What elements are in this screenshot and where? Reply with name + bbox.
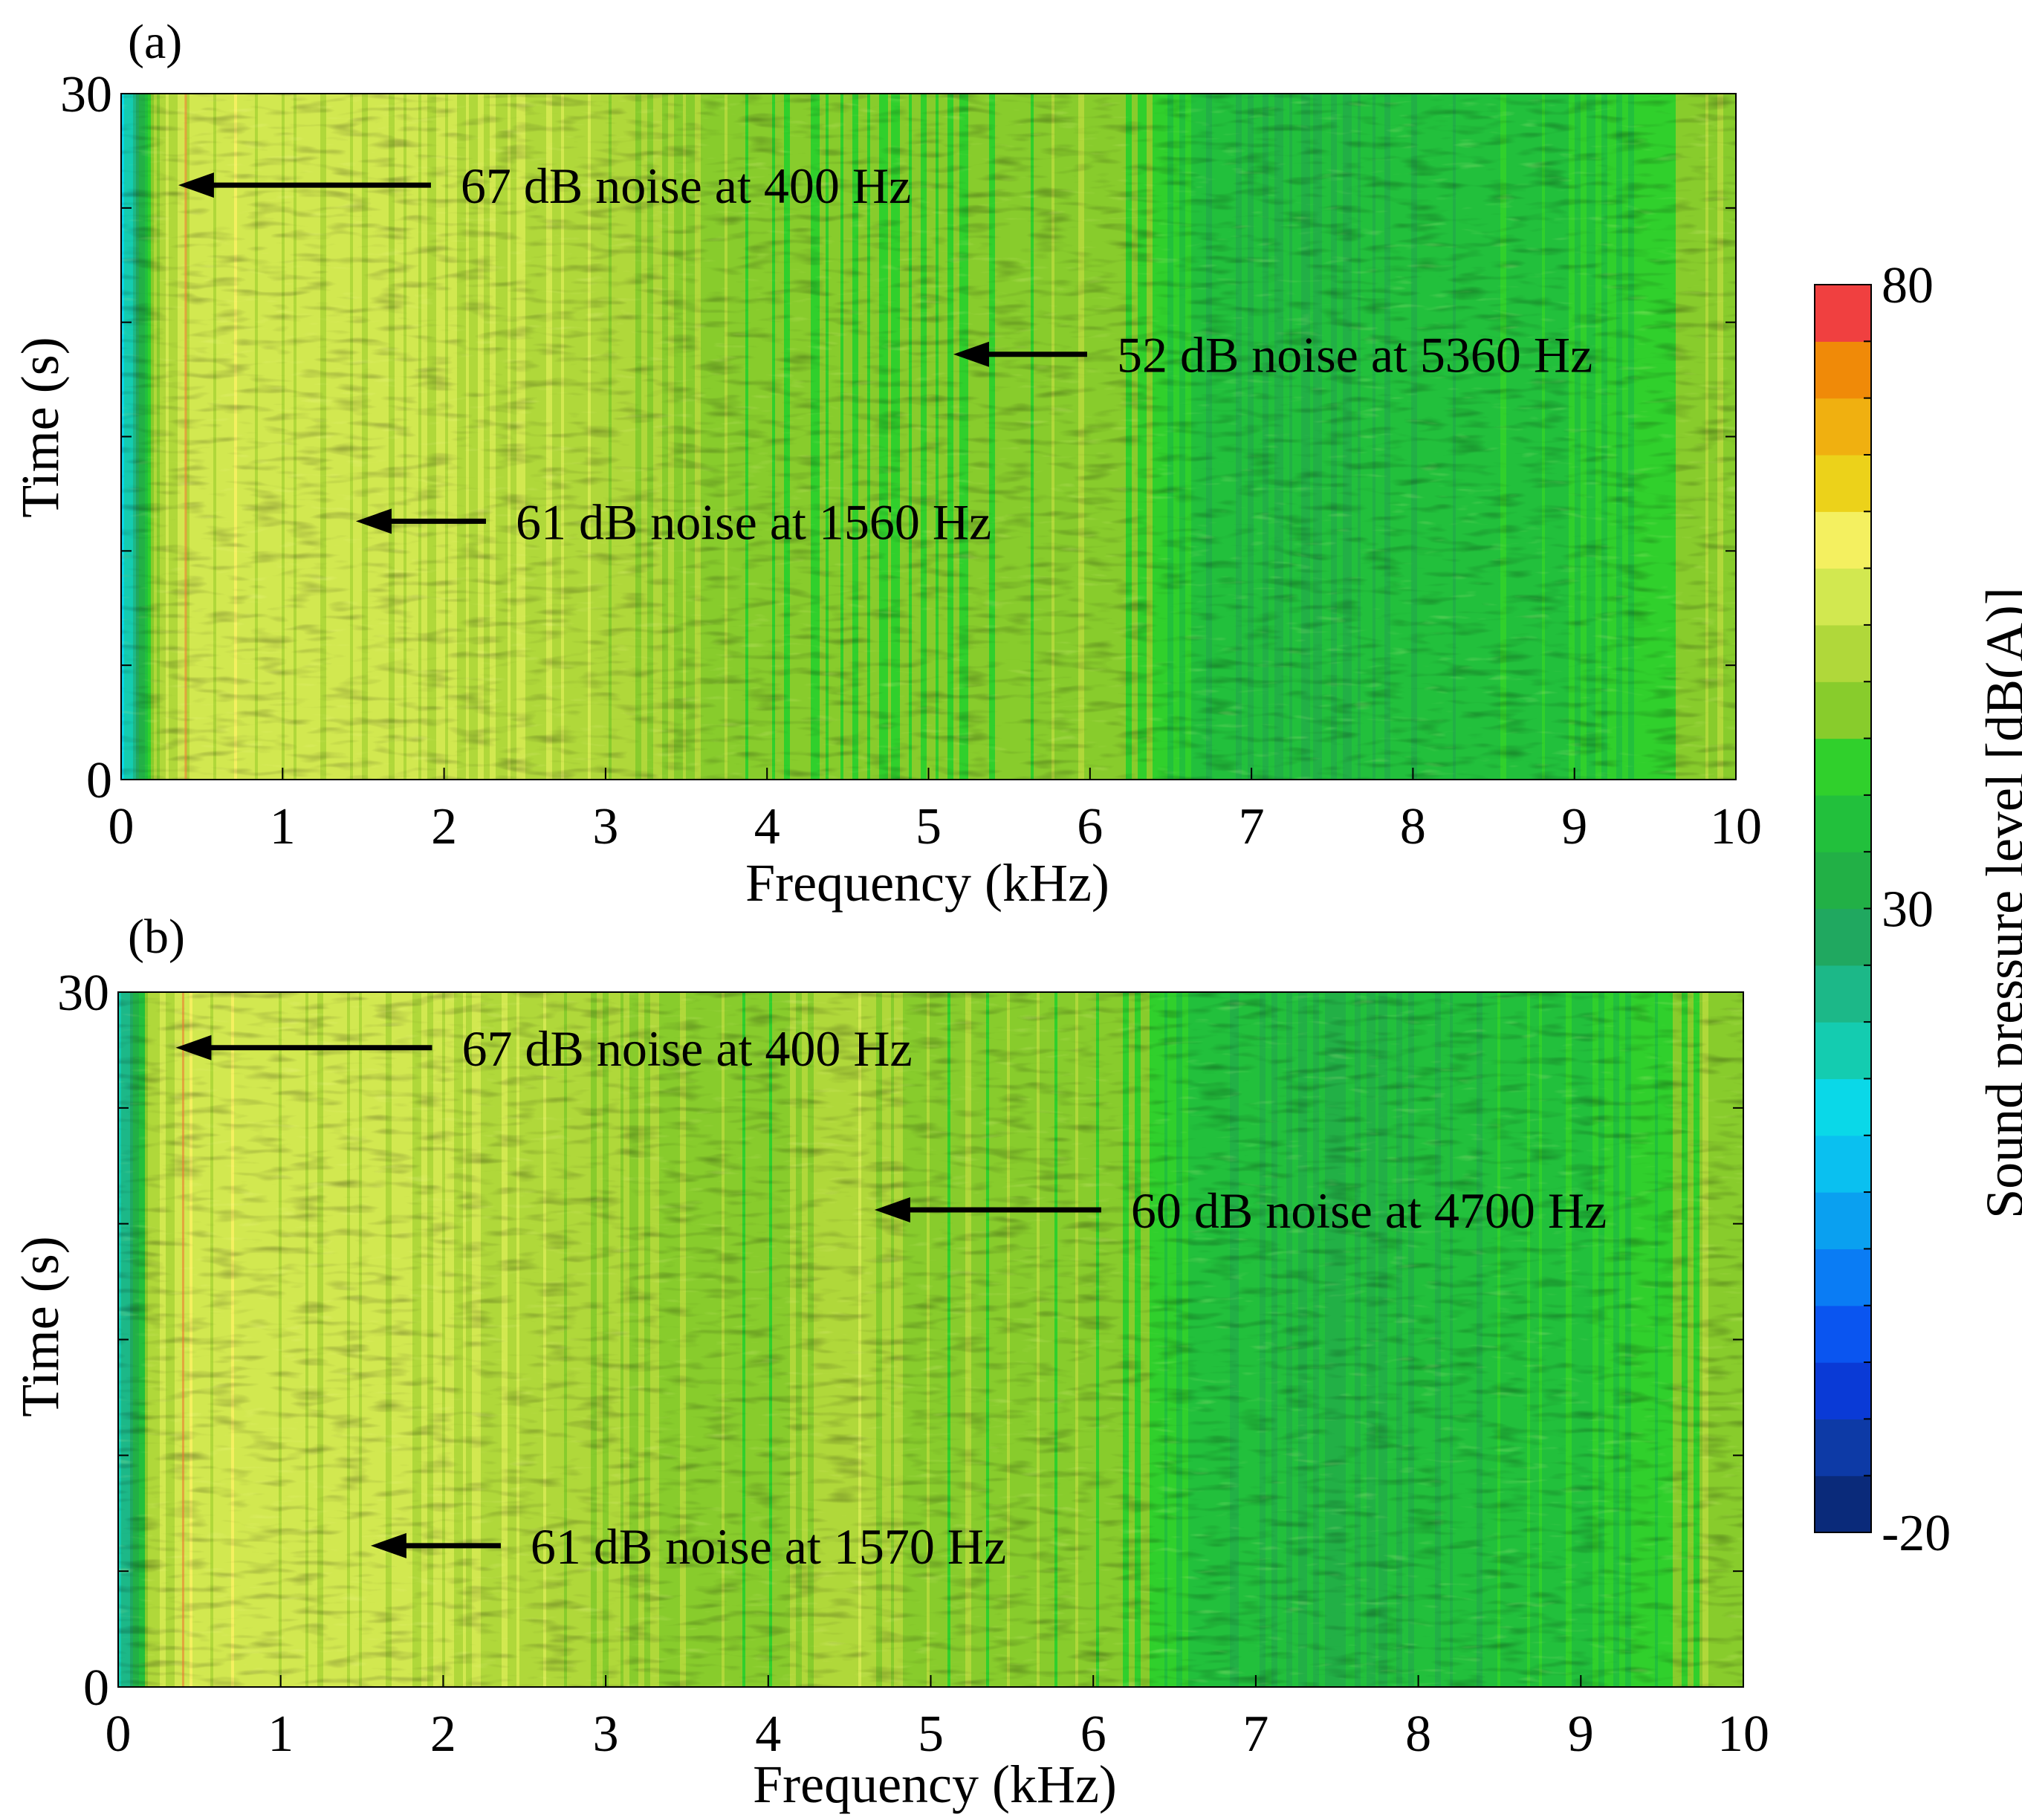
x-tick-label: 6 [1080,1706,1106,1763]
x-tick-label: 0 [106,1706,132,1763]
annotation-arrowhead [874,1196,910,1222]
y-ticks-a: 0 30 [60,66,1736,809]
colorbar-tick-label: -20 [1882,1505,1951,1562]
x-tick-label: 4 [754,798,780,855]
colorbar-swatch [1815,398,1871,456]
colorbar-swatch [1815,511,1871,569]
colorbar-ticks: 80 30 -20 [1864,257,1951,1562]
colorbar-tick-label: 30 [1882,881,1934,939]
colorbar-swatch [1815,1305,1871,1363]
panel-b: (b) 0 30 0 1 2 3 4 5 6 7 8 9 10 Frequency (kHz) Tim… [10,910,1769,1814]
annotations-a: 67 dB noise at 400 Hz 52 dB noise at 5360… [178,158,1592,550]
x-ticks-a: 0 1 2 3 4 5 6 7 8 9 10 [108,768,1762,855]
x-tick-label: 7 [1242,1706,1268,1763]
x-tick-label: 8 [1400,798,1426,855]
y-tick-label: 0 [86,752,112,809]
y-tick-label: 0 [83,1659,109,1717]
y-tick-label: 30 [57,965,109,1022]
annotation-text: 60 dB noise at 4700 Hz [1131,1182,1607,1239]
colorbar-swatch [1815,908,1871,966]
colorbar-swatch [1815,1362,1871,1419]
x-tick-label: 4 [755,1706,781,1763]
colorbar-swatch [1815,852,1871,910]
annotation-arrowhead [175,1034,212,1060]
colorbar-tick-label: 80 [1882,257,1934,314]
colorbar-swatch [1815,568,1871,626]
x-axis-label-b: Frequency (kHz) [753,1755,1117,1814]
colorbar-swatch [1815,454,1871,512]
x-tick-label: 0 [108,798,135,855]
spectrogram-a [120,93,1737,780]
annotation-arrowhead [178,172,214,198]
colorbar-swatch [1815,1135,1871,1193]
x-ticks-b: 0 1 2 3 4 5 6 7 8 9 10 [106,1675,1769,1763]
x-tick-label: 1 [270,798,296,855]
panel-label-a: (a) [128,15,182,69]
colorbar-swatch [1815,794,1871,852]
speckle-light [121,94,1736,780]
colorbar-swatch [1815,738,1871,796]
x-tick-label: 2 [431,798,457,855]
annotations-b: 67 dB noise at 400 Hz 60 dB noise at 4700… [175,1020,1607,1575]
annotation-text: 67 dB noise at 400 Hz [461,158,911,214]
annotation-text: 67 dB noise at 400 Hz [461,1020,912,1077]
spectrogram-b [117,991,1744,1688]
annotation-arrowhead [355,508,392,534]
annotation-text: 52 dB noise at 5360 Hz [1117,327,1592,383]
colorbar-swatch [1815,624,1871,682]
annotation-text: 61 dB noise at 1570 Hz [531,1518,1006,1575]
colorbar-label: Sound pressure level [dB(A)] [1975,587,2022,1219]
x-tick-label: 1 [268,1706,294,1763]
x-tick-label: 9 [1561,798,1587,855]
colorbar: 80 30 -20 Sound pressure level [dB(A)] [1814,257,2022,1562]
x-tick-label: 2 [430,1706,456,1763]
colorbar-swatch [1815,965,1871,1023]
annotation-text: 61 dB noise at 1560 Hz [516,493,991,550]
colorbar-swatch [1815,341,1871,399]
y-axis-label-a: Time (s) [10,337,70,517]
x-tick-label: 10 [1710,798,1762,855]
annotation-arrowhead [953,341,989,367]
colorbar-swatch [1815,1475,1871,1533]
x-tick-label: 7 [1239,798,1265,855]
x-tick-label: 3 [592,798,618,855]
colorbar-swatch [1815,1249,1871,1306]
x-tick-label: 3 [593,1706,619,1763]
x-tick-label: 10 [1717,1706,1769,1763]
annotation-arrowhead [370,1532,406,1558]
y-ticks-b: 0 30 [57,965,1743,1717]
colorbar-swatch [1815,285,1871,342]
y-tick-label: 30 [60,66,112,123]
panel-a: (a) 0 30 0 1 2 3 4 5 6 7 8 9 10 Frequency (kHz) Tim… [10,15,1762,913]
speckle-light [118,992,1743,1687]
x-tick-label: 9 [1568,1706,1594,1763]
colorbar-swatch [1815,681,1871,739]
x-tick-label: 8 [1405,1706,1431,1763]
panel-label-b: (b) [128,910,185,964]
colorbar-swatch [1815,1419,1871,1477]
x-tick-label: 5 [918,1706,944,1763]
colorbar-swatch [1815,1078,1871,1136]
x-tick-label: 5 [916,798,942,855]
x-axis-label-a: Frequency (kHz) [745,853,1109,913]
y-axis-label-b: Time (s) [10,1236,70,1416]
colorbar-swatch [1815,1192,1871,1250]
colorbar-swatch [1815,1022,1871,1080]
colorbar-swatches [1814,284,1872,1533]
x-tick-label: 6 [1077,798,1103,855]
